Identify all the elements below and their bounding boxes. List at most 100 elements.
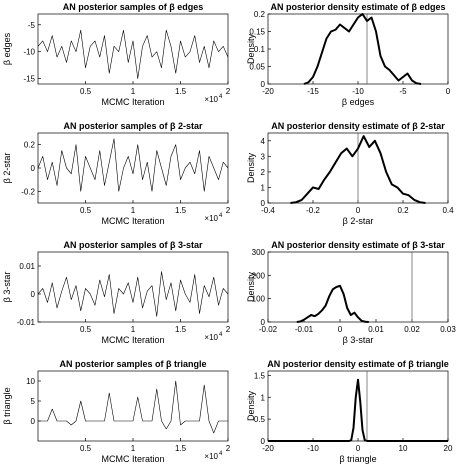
x-tick-label: 2	[226, 206, 231, 215]
y-tick-label: 200	[252, 271, 266, 280]
y-tick-label: 0	[261, 437, 266, 446]
subplot-title: AN posterior samples of β 3-star	[63, 240, 203, 250]
x-exponent: 4	[219, 94, 223, 100]
y-tick-label: 0	[261, 80, 266, 89]
data-line	[37, 138, 229, 192]
y-axis-label: Density	[246, 271, 256, 302]
data-line	[37, 271, 229, 317]
y-tick-label: 0.01	[19, 262, 35, 271]
x-tick-label: 0	[338, 325, 343, 334]
x-tick-label: 1.5	[175, 444, 187, 453]
x-axis-label: β 3-star	[343, 335, 374, 345]
x-tick-label: 1	[131, 87, 136, 96]
y-tick-label: 0.2	[24, 141, 36, 150]
y-tick-label: -0.01	[17, 318, 36, 327]
y-tick-label: 1	[261, 183, 266, 192]
subplot-title: AN posterior samples of β 2-star	[63, 121, 203, 131]
x-exponent: 4	[219, 332, 223, 338]
data-line	[290, 135, 426, 204]
x-tick-label: 1	[131, 206, 136, 215]
axes-box	[267, 13, 449, 85]
x-tick-label: 0.01	[368, 325, 384, 334]
x-exponent: 4	[219, 213, 223, 219]
x-tick-label: -0.4	[261, 206, 275, 215]
axes-box	[37, 370, 229, 442]
x-tick-label: 0	[356, 444, 361, 453]
x-axis-label: MCMC Iteration	[101, 454, 164, 464]
x-axis-label: MCMC Iteration	[101, 216, 164, 226]
x-tick-label: 0.5	[80, 206, 92, 215]
x-tick-label: 1	[131, 325, 136, 334]
data-line	[303, 13, 422, 85]
x-exponent-base: ×10	[204, 452, 218, 461]
x-tick-label: 1.5	[175, 325, 187, 334]
x-tick-label: 2	[226, 444, 231, 453]
y-tick-label: 300	[252, 248, 266, 257]
x-tick-label: 0.4	[442, 206, 454, 215]
x-tick-label: 0.2	[397, 206, 409, 215]
x-tick-label: 0	[356, 206, 361, 215]
x-tick-label: -20	[262, 87, 274, 96]
y-tick-label: -15	[23, 75, 35, 84]
x-tick-label: 20	[444, 444, 453, 453]
y-tick-label: 4	[261, 137, 266, 146]
x-tick-label: 0	[446, 87, 451, 96]
y-tick-label: -10	[23, 48, 35, 57]
x-tick-label: -15	[307, 87, 319, 96]
x-tick-label: 2	[226, 325, 231, 334]
x-exponent: 4	[219, 451, 223, 457]
x-tick-label: -20	[262, 444, 274, 453]
x-tick-label: 0.02	[404, 325, 420, 334]
y-axis-label: β 2-star	[2, 153, 12, 184]
x-tick-label: -0.2	[306, 206, 320, 215]
x-tick-label: 0.5	[80, 444, 92, 453]
y-axis-label: β triangle	[2, 387, 12, 424]
y-axis-label: Density	[246, 152, 256, 183]
y-tick-label: 0	[261, 318, 266, 327]
x-tick-label: -10	[307, 444, 319, 453]
x-exponent-base: ×10	[204, 333, 218, 342]
x-tick-label: 0.5	[80, 325, 92, 334]
subplot-title: AN posterior density estimate of β 2-sta…	[271, 121, 445, 131]
data-line	[37, 29, 229, 79]
x-exponent-base: ×10	[204, 95, 218, 104]
y-tick-label: 1	[261, 393, 266, 402]
y-tick-label: -0.2	[21, 187, 35, 196]
subplot-title: AN posterior density estimate of β trian…	[267, 359, 449, 369]
y-axis-label: β edges	[2, 32, 12, 65]
y-axis-label: Density	[246, 33, 256, 64]
y-tick-label: 5	[31, 397, 36, 406]
axes-box	[267, 251, 449, 323]
y-tick-label: 0.5	[254, 415, 266, 424]
x-axis-label: MCMC Iteration	[101, 97, 164, 107]
x-tick-label: 1.5	[175, 87, 187, 96]
x-axis-label: MCMC Iteration	[101, 335, 164, 345]
x-axis-label: β triangle	[339, 454, 376, 464]
y-tick-label: 0.15	[249, 28, 265, 37]
x-tick-label: -5	[399, 87, 407, 96]
y-tick-label: 3	[261, 152, 266, 161]
y-tick-label: 2	[261, 168, 266, 177]
subplot-title: AN posterior samples of β edges	[63, 2, 204, 12]
subplot-title: AN posterior density estimate of β 3-sta…	[271, 240, 445, 250]
x-axis-label: β edges	[342, 97, 375, 107]
x-exponent-base: ×10	[204, 214, 218, 223]
y-tick-label: -5	[28, 21, 36, 30]
x-tick-label: -0.01	[295, 325, 314, 334]
x-tick-label: 2	[226, 87, 231, 96]
x-tick-label: -10	[352, 87, 364, 96]
y-tick-label: 0	[31, 417, 36, 426]
subplot-title: AN posterior density estimate of β edges	[270, 2, 445, 12]
y-axis-label: β 3-star	[2, 272, 12, 303]
y-tick-label: 0.05	[249, 63, 265, 72]
x-tick-label: -0.02	[259, 325, 278, 334]
x-tick-label: 0.03	[440, 325, 456, 334]
x-tick-label: 10	[399, 444, 408, 453]
data-line	[38, 380, 228, 434]
x-tick-label: 1.5	[175, 206, 187, 215]
y-tick-label: 0.2	[254, 10, 266, 19]
y-tick-label: 0.1	[254, 45, 266, 54]
y-tick-label: 100	[252, 295, 266, 304]
y-tick-label: 0	[31, 290, 36, 299]
